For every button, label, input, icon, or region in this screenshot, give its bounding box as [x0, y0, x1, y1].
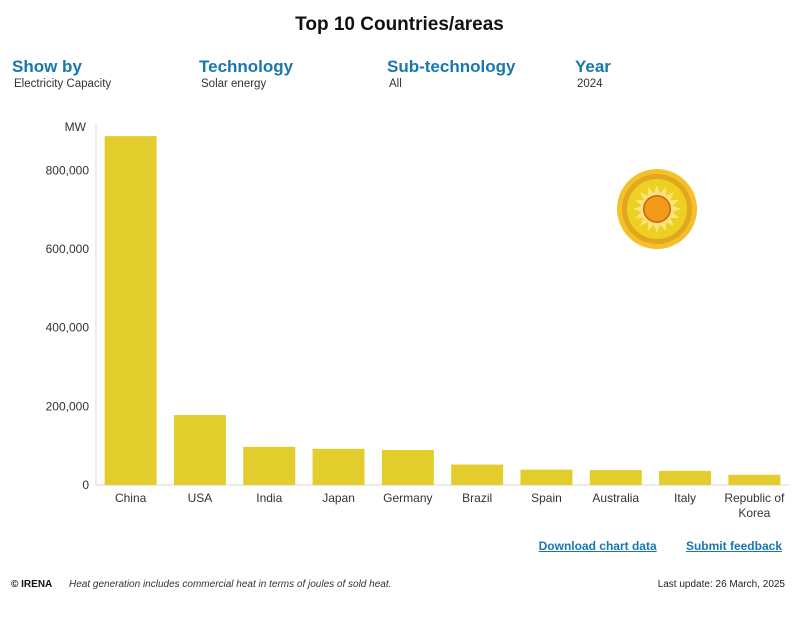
bar: [312, 448, 365, 485]
filter-year[interactable]: Year 2024: [575, 57, 611, 91]
x-tick-label: USA: [188, 491, 213, 505]
bar: [381, 449, 434, 485]
bar: [520, 469, 573, 485]
x-tick-label: Germany: [383, 491, 432, 505]
bar: [451, 464, 504, 485]
copyright: © IRENA: [11, 579, 53, 590]
bar: [589, 470, 642, 485]
x-tick-label: India: [256, 491, 282, 505]
x-tick-label: Australia: [592, 491, 639, 505]
x-tick-label: Korea: [738, 506, 770, 520]
filter-value: 2024: [577, 78, 603, 90]
submit-feedback-link[interactable]: Submit feedback: [685, 539, 782, 553]
y-axis-label: MW: [65, 120, 87, 134]
filter-technology[interactable]: Technology Solar energy: [199, 57, 293, 91]
filter-value: Electricity Capacity: [14, 78, 112, 90]
bar: [104, 136, 157, 485]
bar: [243, 446, 296, 485]
filter-label: Year: [575, 57, 611, 76]
chart-labels: MW 0 200,000 400,000 600,000 800,000 China USA I…: [46, 120, 785, 520]
download-chart-data-link[interactable]: Download chart data: [538, 539, 657, 553]
filter-value: All: [389, 78, 402, 90]
x-tick-label: Spain: [531, 491, 562, 505]
x-tick-label: Brazil: [462, 491, 492, 505]
chart-bars: [104, 136, 781, 485]
filter-label: Sub-technology: [387, 57, 516, 76]
filter-show-by[interactable]: Show by Electricity Capacity: [12, 57, 111, 91]
sun-icon: [617, 169, 697, 249]
last-update: Last update: 26 March, 2025: [657, 579, 785, 590]
x-tick-label: Japan: [322, 491, 355, 505]
filter-label: Show by: [12, 57, 82, 76]
x-tick-label: Republic of: [724, 491, 785, 505]
y-tick-label: 600,000: [46, 242, 90, 256]
filter-value: Solar energy: [201, 78, 267, 90]
chart-title: Top 10 Countries/areas: [295, 14, 504, 35]
y-tick-label: 400,000: [46, 321, 90, 335]
footnote: Heat generation includes commercial heat…: [69, 579, 392, 590]
filter-sub-technology[interactable]: Sub-technology All: [387, 57, 515, 91]
bar: [659, 470, 712, 485]
x-tick-label: China: [115, 491, 147, 505]
y-tick-label: 200,000: [46, 399, 90, 413]
filter-label: Technology: [199, 57, 294, 76]
bar: [728, 474, 781, 485]
x-tick-label: Italy: [674, 491, 696, 505]
bar: [173, 414, 226, 485]
y-tick-label: 0: [82, 478, 89, 492]
y-tick-label: 800,000: [46, 163, 90, 177]
chart-links: Download chart data Submit feedback: [513, 539, 782, 553]
